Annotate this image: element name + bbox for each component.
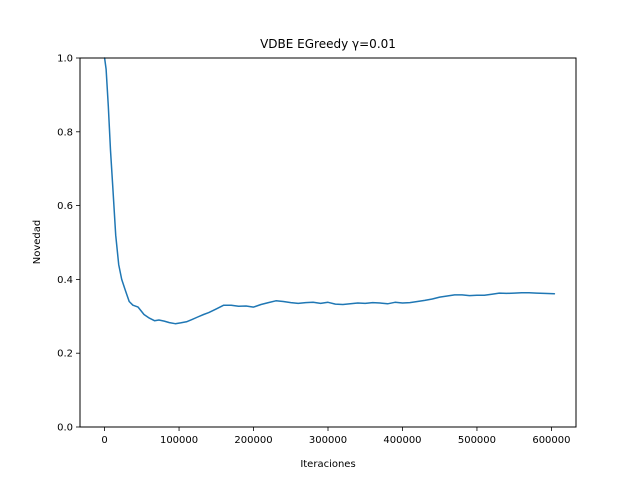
x-tick-label: 600000 [532, 435, 570, 446]
y-tick-label: 0.0 [57, 423, 73, 434]
y-axis-label: Novedad [32, 220, 43, 265]
plot-area [103, 57, 556, 325]
x-tick-label: 300000 [309, 435, 347, 446]
x-tick-label: 100000 [160, 435, 198, 446]
x-tick-label: 0 [101, 435, 107, 446]
x-tick-label: 400000 [383, 435, 421, 446]
y-tick-label: 0.4 [57, 275, 73, 286]
y-axis-ticks: 0.0 0.2 0.4 0.6 0.8 1.0 [57, 54, 80, 434]
y-tick-label: 0.2 [57, 349, 73, 360]
x-tick-label: 200000 [234, 435, 272, 446]
y-tick-label: 1.0 [57, 54, 73, 65]
y-tick-label: 0.6 [57, 201, 73, 212]
y-tick-label: 0.8 [57, 127, 73, 138]
x-tick-label: 500000 [458, 435, 496, 446]
series-line [103, 57, 556, 325]
x-axis-label: Iteraciones [300, 459, 355, 470]
chart-title: VDBE EGreedy γ=0.01 [260, 37, 396, 51]
x-axis-ticks: 0 100000 200000 300000 400000 500000 600000 [101, 427, 571, 446]
